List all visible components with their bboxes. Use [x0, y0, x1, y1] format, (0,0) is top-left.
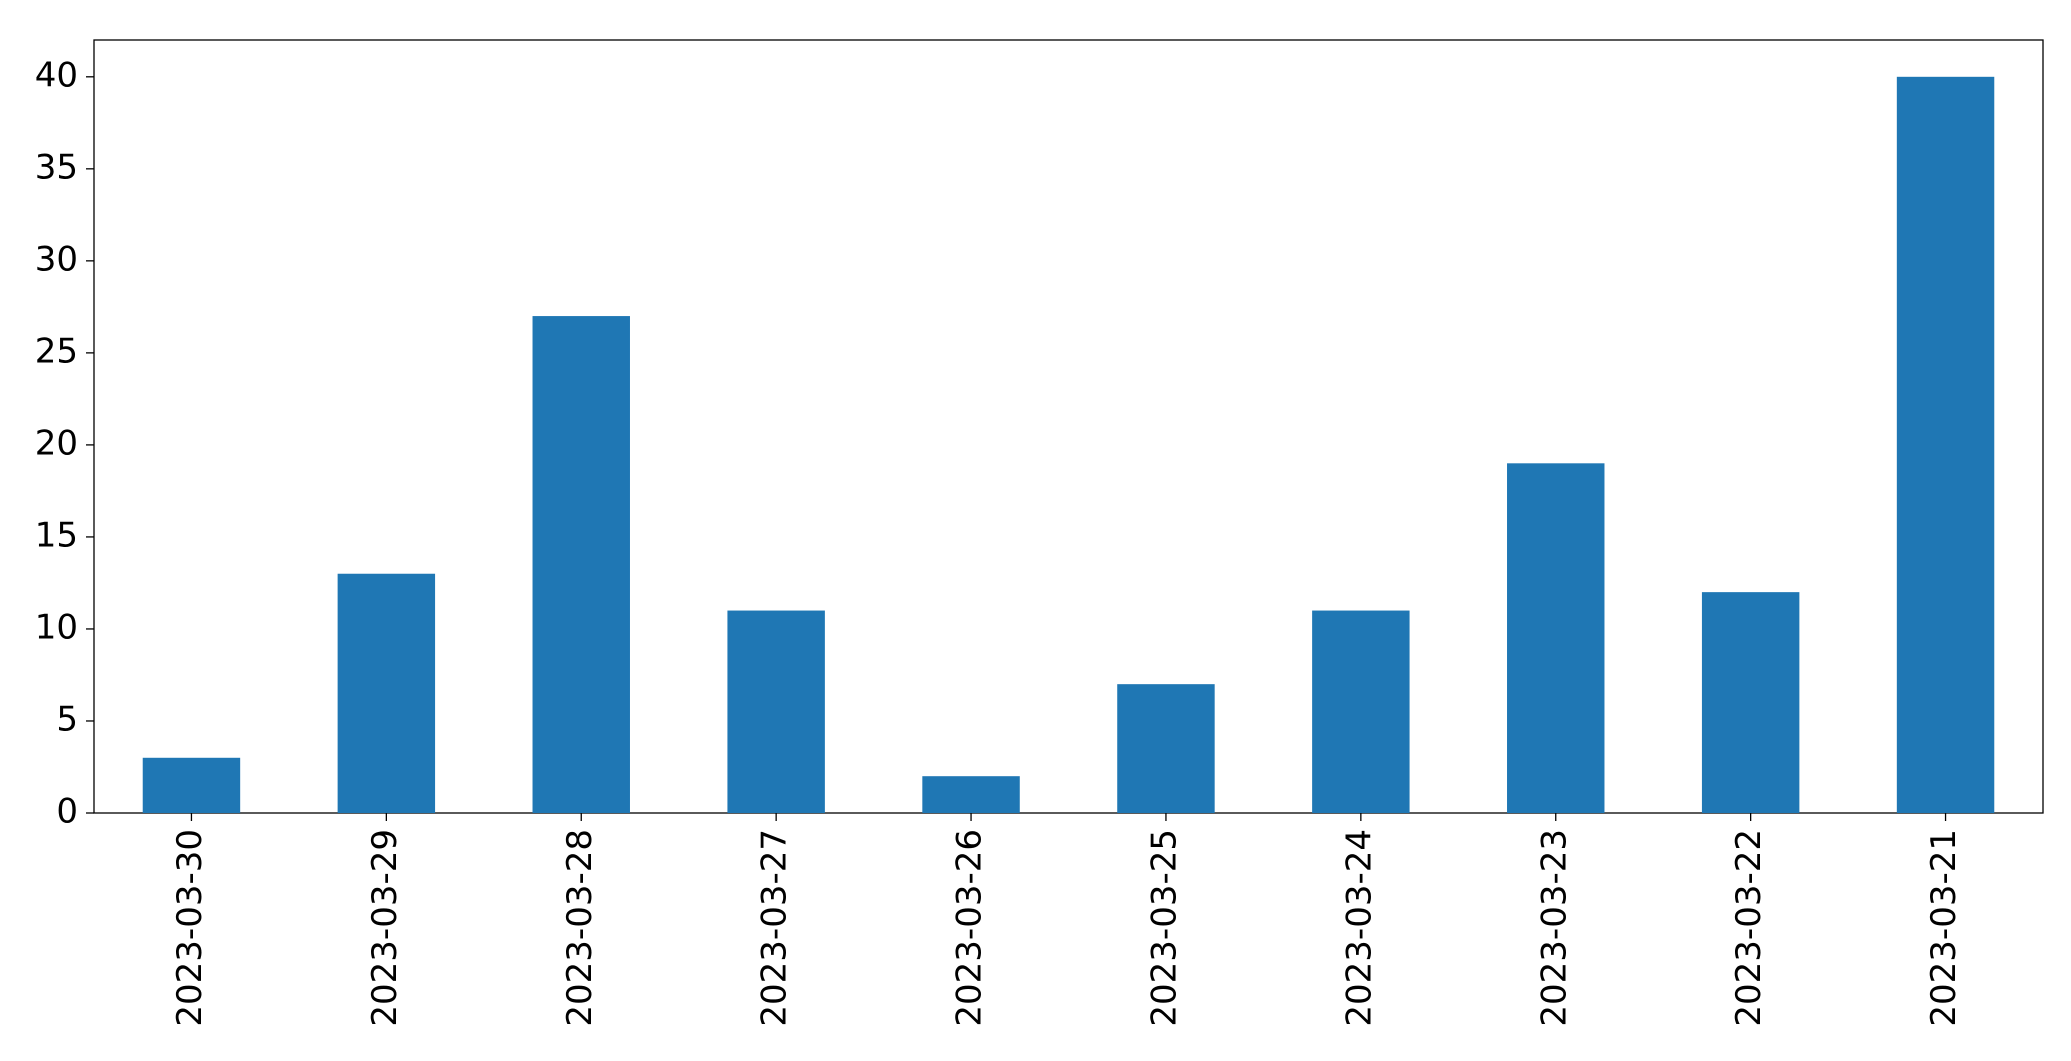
bar — [922, 776, 1020, 813]
y-tick-label: 10 — [35, 607, 78, 647]
y-tick-label: 5 — [56, 699, 78, 739]
x-tick-label: 2023-03-24 — [1339, 829, 1379, 1027]
bar — [1117, 684, 1215, 813]
x-tick-label: 2023-03-26 — [950, 829, 990, 1027]
x-tick-label: 2023-03-25 — [1144, 829, 1184, 1027]
bar — [727, 610, 825, 813]
y-tick-label: 20 — [35, 423, 78, 463]
x-tick-label: 2023-03-27 — [755, 829, 795, 1027]
x-tick-label: 2023-03-28 — [560, 829, 600, 1027]
y-tick-label: 35 — [35, 147, 78, 187]
y-tick-label: 25 — [35, 331, 78, 371]
bar — [1896, 76, 1995, 814]
x-tick-label: 2023-03-30 — [170, 829, 210, 1027]
bar — [142, 757, 241, 813]
y-tick-label: 30 — [35, 239, 78, 279]
x-tick-label: 2023-03-22 — [1729, 829, 1769, 1027]
bar — [532, 316, 630, 813]
y-tick-label: 15 — [35, 515, 78, 555]
bar — [337, 573, 436, 813]
y-tick-label: 0 — [56, 792, 78, 832]
x-tick-label: 2023-03-21 — [1924, 829, 1964, 1027]
bar — [1701, 592, 1800, 813]
plot-frame — [93, 39, 2044, 814]
bar — [1312, 610, 1410, 813]
x-tick-label: 2023-03-29 — [365, 829, 405, 1027]
x-tick-label: 2023-03-23 — [1534, 829, 1574, 1027]
y-tick-label: 40 — [35, 55, 78, 95]
bar — [1507, 463, 1605, 813]
